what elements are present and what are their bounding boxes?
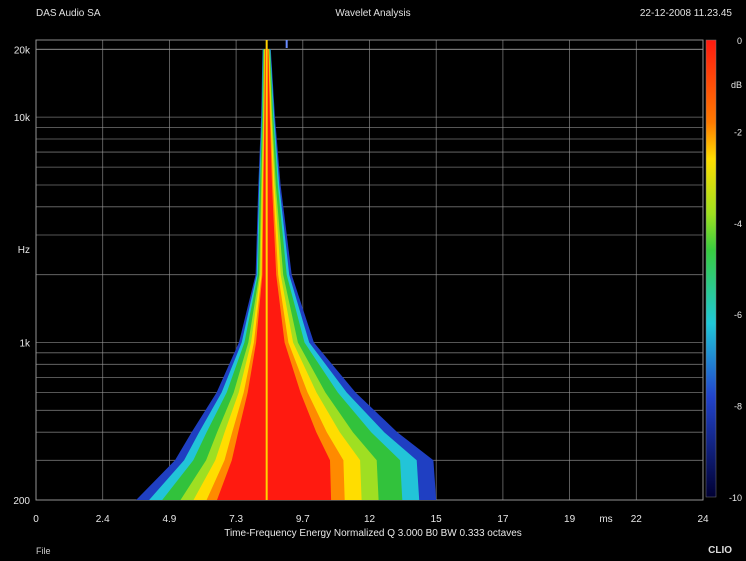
- y-tick-label: 1k: [19, 338, 31, 349]
- y-tick-label: Hz: [18, 245, 30, 256]
- colorbar-gradient: [705, 39, 717, 498]
- colorbar-tick-label: 0: [737, 36, 742, 46]
- analysis-title: Wavelet Analysis: [335, 8, 411, 19]
- x-tick-label: 19: [564, 514, 576, 525]
- x-tick-label: 15: [431, 514, 443, 525]
- timestamp: 22-12-2008 11.23.45: [639, 8, 732, 19]
- colorbar-unit: dB: [731, 80, 742, 90]
- x-tick-label: 17: [497, 514, 509, 525]
- instrument-owner: DAS Audio SA: [36, 8, 101, 19]
- x-tick-label: 24: [697, 514, 709, 525]
- colorbar-tick-label: -8: [734, 402, 742, 412]
- colorbar-tick-label: -6: [734, 310, 742, 320]
- x-tick-label: 12: [364, 514, 376, 525]
- y-tick-label: 10k: [14, 113, 31, 124]
- energy-surface: [136, 40, 437, 501]
- y-tick-label: 200: [13, 496, 30, 507]
- x-tick-label: 2.4: [96, 514, 110, 525]
- plot-grid: [35, 39, 704, 501]
- x-tick-label: 9.7: [296, 514, 310, 525]
- file-menu[interactable]: File: [36, 546, 51, 556]
- y-tick-label: 20k: [14, 45, 31, 56]
- x-tick-label: 0: [33, 514, 39, 525]
- colorbar-tick-label: -2: [734, 127, 742, 137]
- x-tick-label: 4.9: [162, 514, 176, 525]
- x-tick-label: 7.3: [229, 514, 243, 525]
- colorbar-tick-label: -4: [734, 219, 742, 229]
- x-tick-label: 22: [631, 514, 643, 525]
- energy-contour-0db: [217, 49, 332, 501]
- colorbar-tick-label: -10: [729, 493, 742, 503]
- chart-caption: Time-Frequency Energy Normalized Q 3.000…: [224, 528, 522, 539]
- x-axis-unit: ms: [599, 514, 612, 525]
- plot-axes: 0 2.4 4.9 7.3 9.7 12 15 17 19 22 24 ms 20k 10k Hz 1k 200: [13, 45, 709, 525]
- colorbar: 0 -2 -4 -6 -8 -10 dB: [705, 36, 742, 503]
- brand-label: CLIO: [708, 545, 732, 556]
